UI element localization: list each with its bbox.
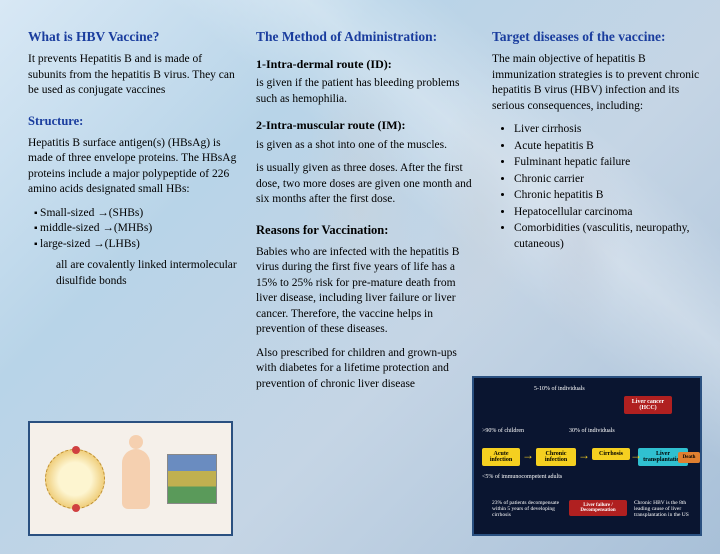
heading-what-is: What is HBV Vaccine? [28,28,238,46]
list-item: large-sized →(LHBs) [34,237,238,253]
heading-reasons: Reasons for Vaccination: [256,222,474,239]
list-item: Small-sized →(SHBs) [34,206,238,222]
para-im2: is usually given as three doses. After t… [256,161,474,208]
para-structure: Hepatitis B surface antigen(s) (HBsAg) i… [28,136,238,198]
para-reasons2: Also prescribed for children and grown-u… [256,346,474,393]
para-id: is given if the patient has bleeding pro… [256,76,474,107]
subheading-im-route: 2-Intra-muscular route (IM): [256,117,474,133]
structure-list: Small-sized →(SHBs) middle-sized →(MHBs)… [28,206,238,253]
list-item: middle-sized →(MHBs) [34,221,238,237]
para-target: The main objective of hepatitis B immuni… [492,52,702,114]
list-item: Hepatocellular carcinoma [514,205,702,221]
target-list: Liver cirrhosis Acute hepatitis B Fulmin… [492,122,702,252]
list-item: Acute hepatitis B [514,139,702,155]
para-intro: It prevents Hepatitis B and is made of s… [28,52,238,99]
heading-target: Target diseases of the vaccine: [492,28,702,46]
list-item: Chronic carrier [514,172,702,188]
structure-note: all are covalently linked intermolecular… [28,258,238,289]
heading-structure: Structure: [28,113,238,130]
list-item: Fulminant hepatic failure [514,155,702,171]
para-im1: is given as a shot into one of the muscl… [256,138,474,154]
list-item: Chronic hepatitis B [514,188,702,204]
list-item: Comorbidities (vasculitis, neuropathy, c… [514,221,702,252]
heading-method: The Method of Administration: [256,28,474,46]
para-reasons1: Babies who are infected with the hepatit… [256,245,474,338]
list-item: Liver cirrhosis [514,122,702,138]
subheading-id-route: 1-Intra-dermal route (ID): [256,56,474,72]
